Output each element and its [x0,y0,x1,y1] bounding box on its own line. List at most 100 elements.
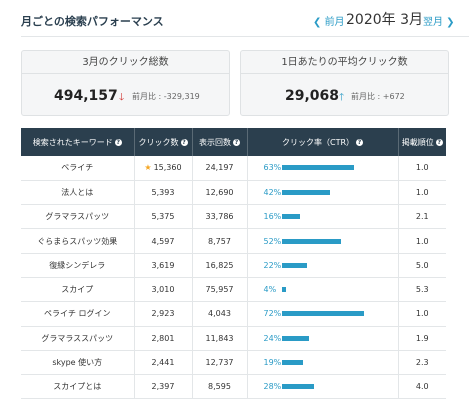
ctr-cell: 72% [247,301,399,327]
help-icon[interactable]: ? [114,138,122,146]
impressions-value: 8,595 [208,382,231,392]
keyword-cell: skype 使い方 [21,350,135,376]
total-clicks-value: 494,157 [54,88,118,104]
impressions-value: 4,043 [208,309,231,319]
col-impressions[interactable]: 表示回数? [192,128,248,156]
prev-month-label: 前月 [324,17,345,28]
header-divider [21,36,469,37]
ctr-cell: 52% [247,228,399,254]
help-icon[interactable]: ? [435,138,443,146]
page-title: 月ごとの検索パフォーマンス [21,15,164,28]
table-row: スカイプ 3,010 75,957 4% 5.3 [21,277,446,303]
star-icon: ★ [144,163,152,173]
help-icon[interactable]: ? [180,138,188,146]
col-rank[interactable]: 掲載順位? [398,128,446,156]
keyword-cell: ぐらまらスパッツ効果 [21,228,135,254]
keyword-text: skype 使い方 [52,358,103,368]
rank-value: 1.0 [415,309,429,319]
keyword-text: 復縁シンデレラ [49,260,106,270]
ctr-bar [281,238,342,244]
rank-value: 1.9 [415,333,429,343]
rank-cell: 1.0 [398,228,446,254]
ctr-cell: 24% [247,326,399,351]
keyword-text: グラマラスパッツ [45,212,110,222]
rank-value: 2.1 [415,212,429,222]
impressions-cell: 33,786 [192,204,248,230]
ctr-value: 22% [263,260,282,270]
clicks-cell: 2,397 [134,374,193,400]
keyword-cell: スカイプ [21,277,135,303]
help-icon[interactable]: ? [233,138,240,146]
impressions-cell: 4,043 [192,301,248,327]
rank-value: 5.0 [415,260,429,270]
next-month-label: 翌月 [423,17,443,28]
card-title: 3月のクリック総数 [22,51,229,74]
clicks-value: 2,397 [151,382,175,392]
rank-value: 1.0 [415,163,429,173]
keyword-cell: 復縁シンデレラ [21,253,135,278]
impressions-cell: 8,757 [192,228,248,254]
clicks-value: 2,441 [151,358,175,368]
rank-value: 5.3 [415,285,429,295]
impressions-cell: 16,825 [192,253,248,278]
ctr-bar [281,165,354,171]
page-header: 月ごとの検索パフォーマンス ❮ 前月 2020年 3月 翌月 ❯ [0,0,469,40]
clicks-value: 5,393 [151,187,175,197]
clicks-value: 4,597 [151,236,175,246]
table-row: ペライチ ログイン 2,923 4,043 72% 1.0 [21,301,446,327]
ctr-cell: 28% [247,374,399,400]
ctr-value: 16% [263,212,282,222]
impressions-cell: 12,737 [192,350,248,376]
impressions-value: 16,825 [205,260,234,270]
ctr-bar [281,287,287,293]
rank-value: 1.0 [415,187,429,197]
ctr-value: 63% [263,163,282,173]
ctr-cell: 4% [247,277,399,303]
clicks-value: 2,923 [151,309,175,319]
help-icon[interactable]: ? [356,138,364,146]
keyword-cell: 法人とは [21,180,135,206]
table-row: グラマラスパッツ 5,375 33,786 16% 2.1 [21,204,446,230]
keyword-cell: スカイプとは [21,374,135,400]
table-row: スカイプとは 2,397 8,595 28% 4.0 [21,374,446,400]
total-clicks-card: 3月のクリック総数 494,157 🡓 前月比 : -329,319 [21,50,230,116]
clicks-cell: 5,393 [134,180,193,206]
prev-month-button[interactable]: ❮ 前月 [313,13,345,28]
impressions-value: 12,690 [205,187,234,197]
keyword-text: ペライチ ログイン [43,309,111,319]
clicks-value: 5,375 [151,212,175,222]
rank-cell: 2.1 [398,204,446,230]
impressions-cell: 12,690 [192,180,248,206]
ctr-cell: 63% [247,156,399,181]
col-label: 掲載順位 [401,137,434,147]
ctr-value: 72% [263,309,282,319]
table-row: skype 使い方 2,441 12,737 19% 2.3 [21,350,446,376]
rank-cell: 4.0 [398,374,446,400]
col-keyword[interactable]: 検索されたキーワード? [21,128,135,156]
keyword-text: ぐらまらスパッツ効果 [37,236,118,246]
clicks-cell: 2,441 [134,350,193,376]
impressions-cell: 11,843 [192,326,248,351]
clicks-cell: 2,801 [134,326,193,351]
impressions-cell: 75,957 [192,277,248,303]
table-header-row: 検索されたキーワード? クリック数? 表示回数? クリック率（CTR）? 掲載順… [21,128,446,156]
impressions-value: 12,737 [205,358,234,368]
next-month-button[interactable]: 翌月 ❯ [423,13,455,28]
keyword-text: ベライチ [61,163,94,173]
col-label: クリック数 [138,137,179,147]
clicks-value: 3,010 [151,285,175,295]
col-label: 検索されたキーワード [32,137,113,147]
col-clicks[interactable]: クリック数? [134,128,193,156]
ctr-value: 42% [263,187,282,197]
ctr-bar [281,335,310,341]
keyword-cell: グラマラススパッツ [21,326,135,351]
ctr-bar [281,311,365,317]
table-row: ベライチ ★ 15,360 24,197 63% 1.0 [21,156,446,181]
clicks-value: 3,619 [151,260,175,270]
ctr-value: 28% [263,382,282,392]
rank-cell: 1.0 [398,156,446,181]
col-ctr[interactable]: クリック率（CTR）? [247,128,399,156]
keyword-cell: ペライチ ログイン [21,301,135,327]
rank-cell: 5.3 [398,277,446,303]
ctr-bar [281,360,304,366]
